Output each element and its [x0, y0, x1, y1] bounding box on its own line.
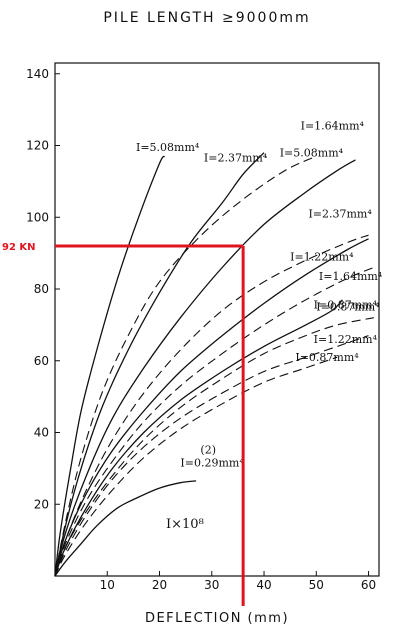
curve-label: I=0.87mm⁴: [316, 301, 380, 314]
curve-dashed: [54, 234, 369, 577]
curve-label: I=1.64mm⁴: [301, 119, 365, 132]
reference-load-label: 92 KN: [2, 242, 36, 253]
x-tick-label: 30: [204, 578, 219, 592]
curve-label: I=2.37mm⁴: [204, 152, 268, 165]
y-tick-label: 80: [34, 282, 49, 296]
curve-dashed: [54, 356, 338, 577]
chart-title: PILE LENGTH ≥9000mm: [103, 10, 310, 26]
curve-dashed: [54, 266, 375, 577]
x-tick-label: 40: [256, 578, 271, 592]
curve-solid: [54, 299, 343, 577]
x-tick-label: 20: [152, 578, 167, 592]
reference-lines-layer: 92 KN: [2, 242, 245, 606]
curve-solid: [54, 159, 356, 577]
curve-label: I=2.37mm⁴: [308, 207, 372, 220]
curve-labels-layer: I=5.08mm⁴ I=5.08mm⁴ I=2.37mm⁴ I=1.64mm⁴ I=2.…: [136, 119, 383, 469]
curves-layer: [54, 152, 375, 577]
y-tick-label: 120: [26, 139, 49, 153]
x-tick-label: 10: [100, 578, 115, 592]
curve-solid: [54, 155, 166, 577]
curve-label: I=1.64mm⁴: [319, 270, 383, 283]
y-tick-label: 60: [34, 354, 49, 368]
x-tick-label: 60: [361, 578, 376, 592]
curve-label: I=0.87mm⁴: [314, 299, 378, 312]
curve-label: I=5.08mm⁴: [136, 141, 200, 154]
curve-solid: [54, 238, 369, 577]
curve-dashed: [54, 335, 369, 577]
y-tick-label: 20: [34, 497, 49, 511]
scale-note: I×10⁸: [166, 517, 204, 532]
curve-label: I=1.22mm⁴: [314, 333, 378, 346]
y-tick-label: 40: [34, 426, 49, 440]
curve-solid: [54, 480, 197, 577]
curve-dashed: [54, 155, 317, 577]
y-tick-label: 140: [26, 67, 49, 81]
curve-label: I=1.22mm⁴: [290, 250, 354, 263]
x-axis-label: DEFLECTION (mm): [145, 611, 289, 626]
curve-label: I=0.29mm⁴: [180, 457, 244, 470]
curve-solid: [54, 152, 265, 577]
x-tick-label: 50: [309, 578, 324, 592]
plot-frame: [54, 62, 380, 577]
curve-label: I=0.87mm⁴: [295, 351, 359, 364]
curve-dashed: [54, 317, 374, 577]
curve-label: I=5.08mm⁴: [280, 146, 344, 159]
y-tick-label: 100: [26, 210, 49, 224]
curve-label-note: (2): [200, 444, 216, 457]
ticks-layer: 10 20 30 40 50 60 20 40 60 80 100 120 140: [26, 67, 376, 592]
